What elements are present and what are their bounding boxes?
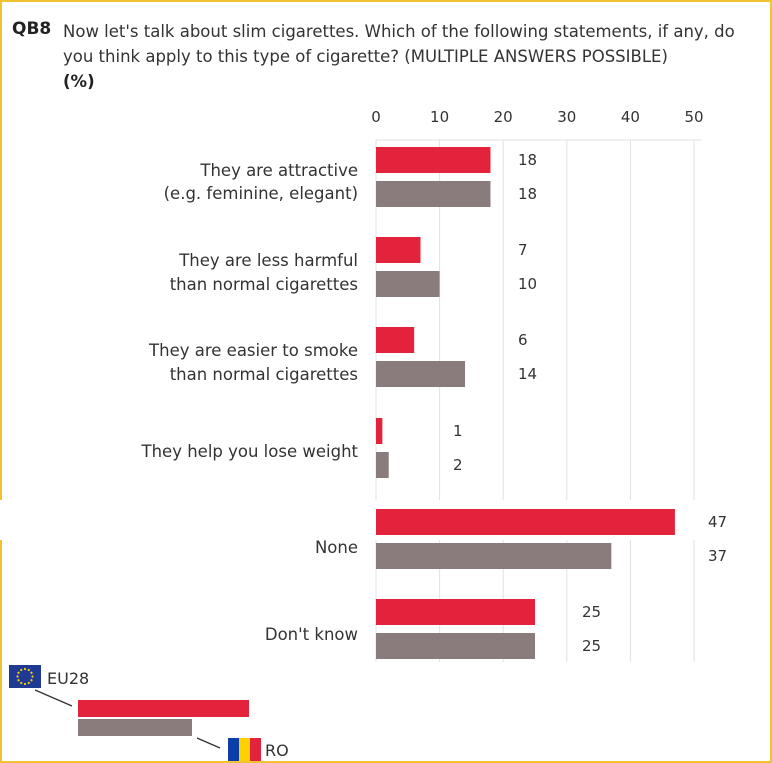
value-label: 18 <box>518 151 537 169</box>
category-label: They are attractive <box>199 161 358 180</box>
value-label: 6 <box>518 331 528 349</box>
category-labels: They are attractive (e.g. feminine, elega… <box>141 161 359 644</box>
tick-label: 40 <box>621 108 640 126</box>
legend-swatch-eu28 <box>78 700 249 717</box>
value-label: 25 <box>582 637 601 655</box>
value-label: 37 <box>708 547 727 565</box>
tick-label: 0 <box>371 108 381 126</box>
legend-label-eu28: EU28 <box>47 669 89 688</box>
romania-flag-icon <box>228 738 261 761</box>
question-unit: (%) <box>63 72 95 91</box>
value-label: 1 <box>453 422 463 440</box>
bar-ro <box>376 271 440 297</box>
legend-label-ro: RO <box>265 741 289 760</box>
category-label: They are less harmful <box>178 251 358 270</box>
value-label: 25 <box>582 603 601 621</box>
eu-star <box>27 668 30 672</box>
eu-star <box>17 671 20 674</box>
tick-label: 10 <box>430 108 449 126</box>
frame-border-left <box>0 0 2 500</box>
bars <box>376 147 675 659</box>
bar-eu28 <box>376 147 491 173</box>
eu-star <box>20 681 23 685</box>
eu-star <box>30 679 33 682</box>
value-label: 14 <box>518 365 537 383</box>
value-label: 18 <box>518 185 537 203</box>
value-label: 10 <box>518 275 537 293</box>
legend-leader-eu28 <box>34 689 73 707</box>
frame-border-right <box>770 0 772 763</box>
legend: EU28 RO <box>9 665 289 761</box>
value-label: 7 <box>518 241 528 259</box>
question-text: Now let's talk about slim cigarettes. Wh… <box>63 22 735 66</box>
bar-ro <box>376 181 491 207</box>
value-label: 2 <box>453 456 463 474</box>
tick-label: 20 <box>494 108 513 126</box>
value-labels: 18 18 7 10 6 14 1 2 47 37 25 25 <box>453 151 727 655</box>
tick-label: 50 <box>684 108 703 126</box>
bar-eu28 <box>376 327 415 353</box>
legend-leader-ro <box>196 737 221 749</box>
bar-ro <box>376 543 612 569</box>
eu-star <box>23 667 27 671</box>
eu-star <box>31 675 34 678</box>
grid <box>375 139 702 662</box>
value-label: 47 <box>708 513 727 531</box>
frame-border-left-lower <box>0 540 2 763</box>
eu-star <box>17 679 20 682</box>
category-label: (e.g. feminine, elegant) <box>164 184 358 203</box>
category-label: Don't know <box>265 625 358 644</box>
category-label: than normal cigarettes <box>170 275 358 294</box>
category-label: They are easier to smoke <box>148 341 358 360</box>
x-axis-ticks: 0 10 20 30 40 50 <box>371 108 703 126</box>
eu-star <box>30 671 33 674</box>
eu-star <box>16 675 19 678</box>
bar-ro <box>376 361 466 387</box>
question-code: QB8 <box>12 19 52 39</box>
frame-border-bottom <box>0 761 772 763</box>
eu-star <box>27 681 30 685</box>
category-label: than normal cigarettes <box>170 365 358 384</box>
bar-ro <box>376 452 389 478</box>
frame-border-top <box>0 0 772 2</box>
category-label: None <box>315 538 358 557</box>
eu-star <box>23 682 27 686</box>
bar-eu28 <box>376 237 421 263</box>
bar-eu28 <box>376 599 535 625</box>
legend-swatch-ro <box>78 719 192 736</box>
bar-eu28 <box>376 509 675 535</box>
category-label: They help you lose weight <box>141 442 359 461</box>
eu-flag-icon <box>9 665 41 688</box>
bar-eu28 <box>376 418 383 444</box>
bar-ro <box>376 633 535 659</box>
tick-label: 30 <box>557 108 576 126</box>
eu-star <box>20 668 23 672</box>
